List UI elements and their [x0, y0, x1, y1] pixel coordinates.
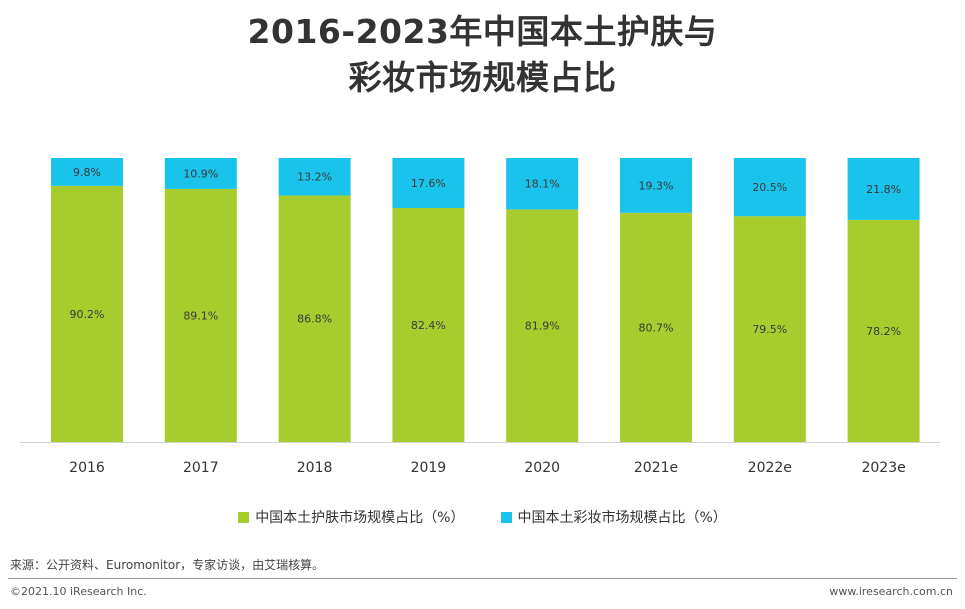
- legend-swatch-skincare: [238, 511, 250, 523]
- x-tick-label-2020: 2020: [524, 460, 560, 476]
- bar-skincare-2019: [392, 207, 465, 442]
- bar-skincare-2017: [164, 188, 237, 442]
- data-label-makeup-2021e: 19.3%: [639, 179, 674, 192]
- bar-skincare-2023e: [847, 219, 920, 442]
- bar-skincare-2016: [51, 185, 123, 442]
- data-label-makeup-2020: 18.1%: [525, 178, 560, 191]
- data-label-skincare-2022e: 79.5%: [752, 323, 787, 336]
- stacked-bar-chart: 90.2% 9.8% 2016 89.1% 10.9% 2017 86.8% 13.2% 201…: [20, 158, 940, 476]
- chart-title-line-1: 2016-2023年中国本土护肤与: [247, 12, 718, 51]
- x-tick-label-2022e: 2022e: [748, 460, 792, 476]
- bar-makeup-2020: [506, 158, 579, 210]
- bar-skincare-2020: [506, 209, 579, 442]
- bar-skincare-2018: [278, 195, 351, 442]
- data-label-makeup-2019: 17.6%: [411, 177, 446, 190]
- data-label-skincare-2019: 82.4%: [411, 319, 446, 332]
- data-label-makeup-2022e: 20.5%: [752, 181, 787, 194]
- data-label-makeup-2018: 13.2%: [297, 171, 332, 184]
- legend: 中国本土护肤市场规模占比（%） 中国本土彩妆市场规模占比（%）: [0, 507, 965, 527]
- x-tick-label-2017: 2017: [183, 460, 219, 476]
- data-label-makeup-2017: 10.9%: [183, 167, 218, 180]
- footer-divider: [8, 578, 957, 579]
- bar-makeup-2023e: [847, 158, 920, 220]
- x-tick-label-2016: 2016: [69, 460, 105, 476]
- x-tick-label-2019: 2019: [411, 460, 447, 476]
- data-label-makeup-2023e: 21.8%: [866, 183, 901, 196]
- bar-skincare-2022e: [733, 216, 806, 442]
- data-label-skincare-2021e: 80.7%: [639, 321, 674, 334]
- data-label-skincare-2023e: 78.2%: [866, 325, 901, 338]
- bar-skincare-2021e: [620, 212, 692, 442]
- data-label-skincare-2016: 90.2%: [70, 308, 105, 321]
- website-url: www.iresearch.com.cn: [829, 585, 953, 598]
- legend-swatch-makeup: [500, 511, 512, 523]
- x-tick-label-2021e: 2021e: [634, 460, 678, 476]
- data-label-skincare-2017: 89.1%: [183, 309, 218, 322]
- legend-label-makeup: 中国本土彩妆市场规模占比（%）: [517, 510, 727, 526]
- legend-item-skincare: 中国本土护肤市场规模占比（%）: [238, 507, 465, 527]
- data-label-skincare-2020: 81.9%: [525, 320, 560, 333]
- legend-item-makeup: 中国本土彩妆市场规模占比（%）: [500, 507, 727, 527]
- data-label-skincare-2018: 86.8%: [297, 313, 332, 326]
- legend-label-skincare: 中国本土护肤市场规模占比（%）: [255, 510, 465, 526]
- chart-title-line-2: 彩妆市场规模占比: [348, 58, 617, 97]
- bar-makeup-2018: [278, 158, 351, 196]
- bar-makeup-2019: [392, 158, 465, 208]
- bar-makeup-2022e: [733, 158, 806, 217]
- bar-makeup-2016: [51, 158, 123, 186]
- copyright: ©2021.10 iResearch Inc.: [10, 585, 147, 598]
- bar-makeup-2021e: [620, 158, 692, 213]
- bar-makeup-2017: [164, 158, 237, 189]
- x-tick-label-2018: 2018: [297, 460, 333, 476]
- x-tick-label-2023e: 2023e: [861, 460, 905, 476]
- data-label-makeup-2016: 9.8%: [73, 166, 101, 179]
- source-note: 来源：公开资料、Euromonitor，专家访谈，由艾瑞核算。: [10, 558, 325, 572]
